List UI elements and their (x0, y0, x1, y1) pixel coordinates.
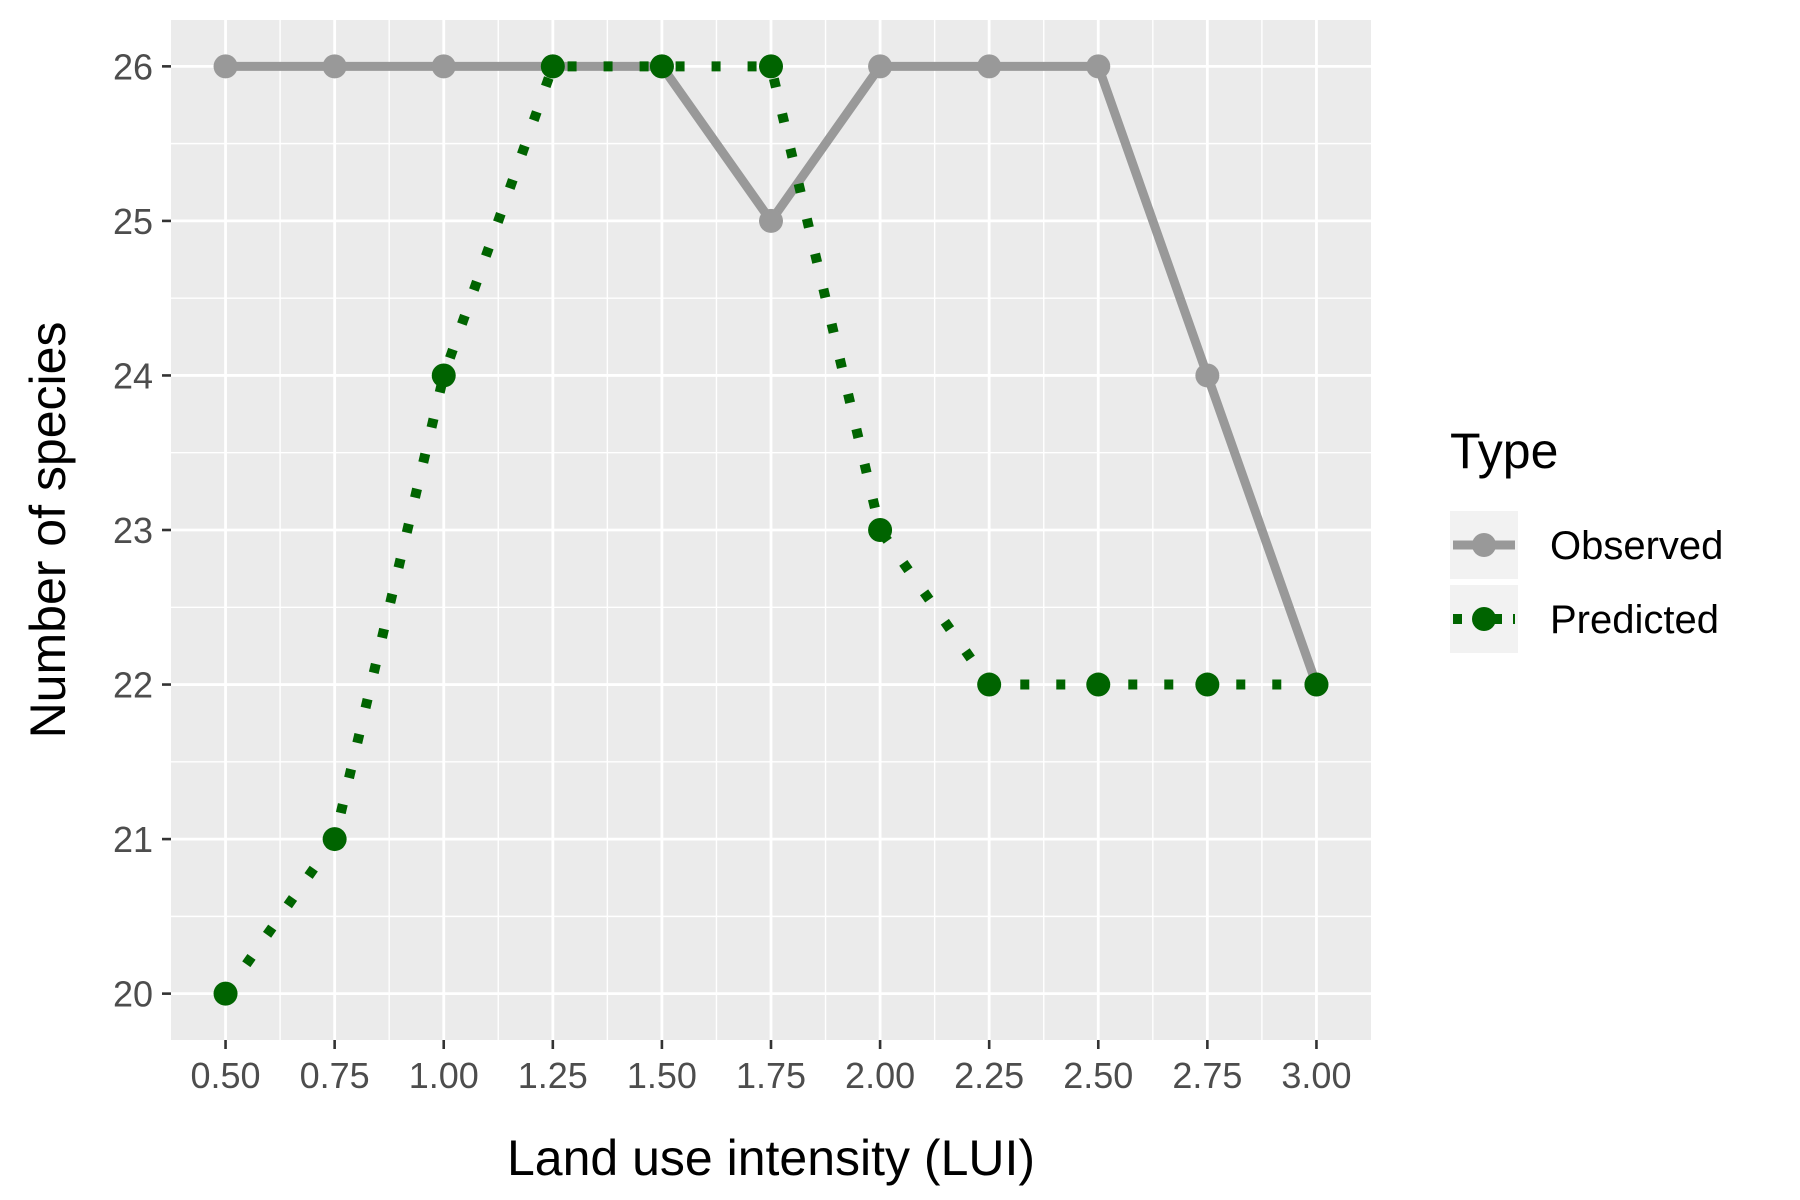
x-tick-label: 2.50 (1063, 1055, 1133, 1096)
axis-ticks (162, 65, 1318, 1049)
legend: Type Observed Predicted (1450, 423, 1723, 653)
y-tick-label: 20 (113, 974, 153, 1015)
x-tick-label: 1.50 (627, 1055, 697, 1096)
legend-point-observed (1472, 533, 1496, 557)
data-point-observed (322, 54, 347, 79)
x-tick-label: 2.75 (1172, 1055, 1242, 1096)
x-tick-label: 0.50 (191, 1055, 261, 1096)
x-tick-label: 1.00 (409, 1055, 479, 1096)
y-tick-labels: 20 21 22 23 24 25 26 (113, 46, 153, 1014)
x-tick-labels: 0.50 0.75 1.00 1.25 1.50 1.75 2.00 2.25 2.50 2.75… (191, 1055, 1352, 1096)
data-point-predicted (759, 54, 783, 79)
y-tick-label: 22 (113, 665, 153, 706)
data-point-predicted (1086, 672, 1111, 697)
legend-label-predicted: Predicted (1550, 598, 1719, 642)
x-tick-label: 1.25 (518, 1055, 588, 1096)
data-point-observed (1086, 54, 1111, 79)
y-tick-label: 23 (113, 510, 153, 551)
y-tick-label: 25 (113, 201, 153, 242)
grid-major (171, 20, 1371, 1040)
data-point-predicted (213, 981, 238, 1006)
x-tick-label: 3.00 (1281, 1055, 1351, 1096)
data-point-observed (431, 54, 456, 79)
data-point-predicted (322, 827, 347, 852)
y-tick-label: 26 (113, 46, 153, 87)
data-point-predicted (431, 363, 456, 388)
data-point-predicted (1195, 672, 1220, 697)
y-tick-label: 21 (113, 819, 153, 860)
series-line-predicted (221, 61, 1317, 997)
legend-items: Observed Predicted (1450, 511, 1723, 653)
data-point-predicted (868, 518, 893, 542)
data-point-observed (977, 54, 1002, 79)
y-tick-label: 24 (113, 355, 153, 396)
x-tick-label: 1.75 (736, 1055, 806, 1096)
data-point-predicted (977, 672, 1002, 697)
x-tick-label: 0.75 (300, 1055, 370, 1096)
data-point-observed (759, 208, 783, 233)
legend-point-predicted (1472, 607, 1496, 631)
data-point-observed (1195, 363, 1220, 388)
legend-title: Type (1450, 423, 1558, 479)
data-point-predicted (649, 54, 674, 79)
data-point-observed (213, 54, 238, 79)
data-point-observed (868, 54, 893, 79)
x-tick-label: 2.25 (954, 1055, 1024, 1096)
y-axis-title: Number of species (20, 322, 76, 739)
data-point-predicted (540, 54, 565, 79)
data-point-predicted (1304, 672, 1329, 697)
legend-label-observed: Observed (1550, 524, 1723, 568)
x-axis-title: Land use intensity (LUI) (507, 1130, 1035, 1186)
series-layer (213, 54, 1329, 1006)
x-tick-label: 2.00 (845, 1055, 915, 1096)
